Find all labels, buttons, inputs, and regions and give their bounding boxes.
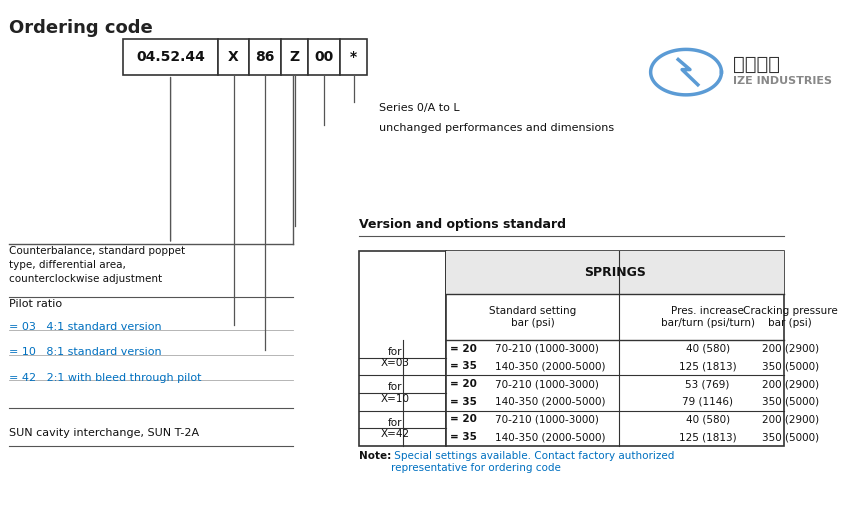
FancyBboxPatch shape (250, 39, 281, 75)
Text: 40 (580): 40 (580) (685, 415, 730, 425)
FancyBboxPatch shape (123, 39, 217, 75)
Text: Pilot ratio: Pilot ratio (9, 300, 62, 309)
FancyBboxPatch shape (309, 39, 340, 75)
Text: 40 (580): 40 (580) (685, 344, 730, 354)
Text: 04.52.44: 04.52.44 (137, 50, 205, 64)
Text: Special settings available. Contact factory authorized
representative for orderi: Special settings available. Contact fact… (391, 451, 674, 472)
Text: for
X=10: for X=10 (380, 382, 410, 404)
Text: 125 (1813): 125 (1813) (679, 432, 737, 442)
Text: 200 (2900): 200 (2900) (762, 415, 819, 425)
Text: unchanged performances and dimensions: unchanged performances and dimensions (379, 123, 615, 133)
Text: Cracking pressure
bar (psi): Cracking pressure bar (psi) (743, 306, 838, 328)
Text: = 35: = 35 (450, 397, 477, 407)
Bar (446, 251, 784, 295)
Text: Series 0/A to L: Series 0/A to L (379, 103, 459, 113)
Text: 86: 86 (255, 50, 275, 64)
Text: 350 (5000): 350 (5000) (762, 397, 819, 407)
Text: 140-350 (2000-5000): 140-350 (2000-5000) (495, 361, 605, 371)
Bar (446, 251, 784, 446)
Text: 53 (769): 53 (769) (685, 379, 730, 389)
Text: 70-210 (1000-3000): 70-210 (1000-3000) (495, 415, 599, 425)
Text: 爱泽工业: 爱泽工业 (733, 55, 781, 74)
Text: = 35: = 35 (450, 361, 477, 371)
Text: 125 (1813): 125 (1813) (679, 361, 737, 371)
Text: Counterbalance, standard poppet
type, differential area,
counterclockwise adjust: Counterbalance, standard poppet type, di… (9, 246, 185, 284)
Text: 140-350 (2000-5000): 140-350 (2000-5000) (495, 397, 605, 407)
Text: = 20: = 20 (450, 415, 477, 425)
Text: Version and options standard: Version and options standard (359, 218, 566, 231)
Text: for
X=03: for X=03 (380, 347, 410, 368)
Text: 70-210 (1000-3000): 70-210 (1000-3000) (495, 344, 599, 354)
Bar (359, 251, 446, 446)
Text: 350 (5000): 350 (5000) (762, 361, 819, 371)
Text: IZE INDUSTRIES: IZE INDUSTRIES (733, 76, 832, 86)
Text: Pres. increase
bar/turn (psi/turn): Pres. increase bar/turn (psi/turn) (661, 306, 754, 328)
Text: for
X=42: for X=42 (380, 418, 410, 439)
Text: = 20: = 20 (450, 379, 477, 389)
Text: = 35: = 35 (450, 432, 477, 442)
FancyBboxPatch shape (281, 39, 309, 75)
Text: 200 (2900): 200 (2900) (762, 379, 819, 389)
Text: X: X (228, 50, 239, 64)
Text: = 03   4:1 standard version: = 03 4:1 standard version (9, 322, 162, 332)
Text: 350 (5000): 350 (5000) (762, 432, 819, 442)
Text: Ordering code: Ordering code (9, 19, 153, 37)
Text: *: * (350, 50, 357, 64)
Text: 140-350 (2000-5000): 140-350 (2000-5000) (495, 432, 605, 442)
Text: 00: 00 (314, 50, 334, 64)
Text: = 42   2:1 with bleed through pilot: = 42 2:1 with bleed through pilot (9, 373, 201, 383)
Text: = 20: = 20 (450, 344, 477, 354)
Text: SPRINGS: SPRINGS (584, 266, 646, 279)
Text: 70-210 (1000-3000): 70-210 (1000-3000) (495, 379, 599, 389)
FancyBboxPatch shape (217, 39, 250, 75)
Text: Standard setting
bar (psi): Standard setting bar (psi) (489, 306, 577, 328)
Text: = 10   8:1 standard version: = 10 8:1 standard version (9, 347, 162, 358)
FancyBboxPatch shape (340, 39, 368, 75)
Text: Note:: Note: (359, 451, 392, 461)
Text: 200 (2900): 200 (2900) (762, 344, 819, 354)
Text: 79 (1146): 79 (1146) (682, 397, 733, 407)
Text: SUN cavity interchange, SUN T-2A: SUN cavity interchange, SUN T-2A (9, 428, 200, 438)
Text: Z: Z (289, 50, 299, 64)
